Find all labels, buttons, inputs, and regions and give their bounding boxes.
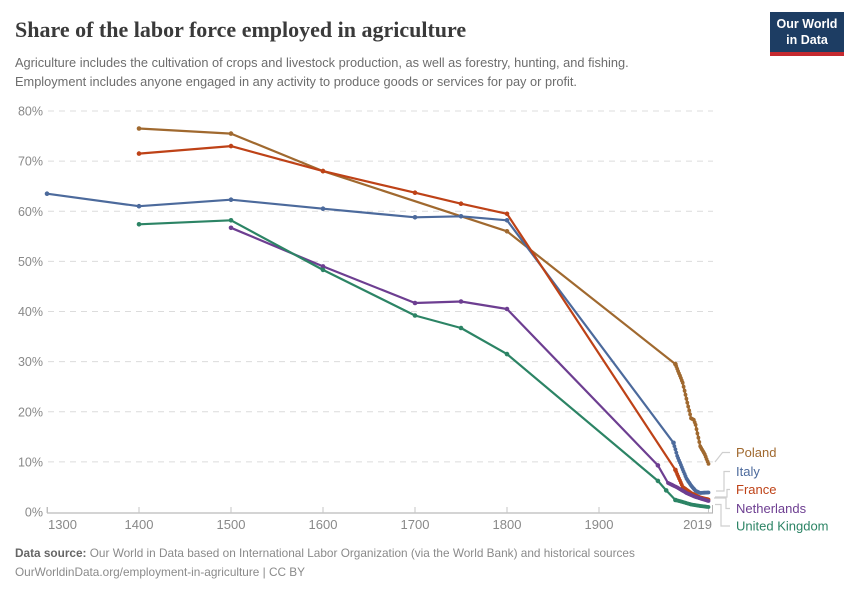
data-point-poland — [694, 427, 699, 431]
data-point-italy — [706, 490, 711, 495]
series-label-poland[interactable]: Poland — [736, 445, 776, 460]
data-point-france — [136, 151, 142, 156]
data-point-italy — [672, 444, 677, 448]
data-point-italy — [44, 191, 50, 196]
logo-accent-bar — [770, 52, 844, 57]
x-tick-label: 1500 — [217, 517, 246, 532]
data-point-poland — [684, 396, 689, 401]
series-label-united-kingdom[interactable]: United Kingdom — [736, 519, 829, 534]
data-point-netherlands — [228, 225, 234, 231]
data-point-poland — [680, 380, 685, 385]
data-point-poland — [686, 404, 691, 409]
data-point-italy — [320, 206, 326, 211]
chart-subtitle-line1: Agriculture includes the cultivation of … — [15, 55, 629, 70]
data-point-poland — [682, 388, 687, 393]
data-point-poland — [697, 440, 702, 444]
x-tick-label: 1800 — [493, 517, 522, 532]
x-tick-label: 1400 — [125, 517, 154, 532]
logo-line2: in Data — [786, 32, 828, 47]
logo-line1: Our World — [776, 17, 838, 31]
page-title: Share of the labor force employed in agr… — [15, 17, 467, 42]
data-point-poland — [693, 422, 698, 427]
data-point-netherlands — [458, 299, 464, 304]
data-point-france — [228, 143, 234, 149]
data-point-poland — [685, 400, 690, 405]
x-tick-label: 1300 — [48, 517, 77, 532]
chart-subtitle-line2: Employment includes anyone engaged in an… — [15, 74, 577, 89]
data-point-poland — [681, 384, 686, 389]
data-point-italy — [228, 197, 234, 202]
x-tick-label: 1600 — [309, 517, 338, 532]
series-line-poland[interactable] — [137, 127, 710, 465]
series-line-united-kingdom[interactable] — [137, 219, 710, 509]
data-source-text: Our World in Data based on International… — [86, 546, 635, 560]
y-tick-label: 10% — [18, 455, 43, 469]
x-tick-label: 1700 — [401, 517, 430, 532]
data-point-france — [412, 190, 418, 195]
y-tick-label: 40% — [18, 305, 43, 319]
data-point-united-kingdom — [655, 478, 661, 484]
data-point-france — [458, 201, 464, 206]
y-tick-label: 80% — [18, 105, 43, 119]
data-point-poland — [136, 126, 142, 131]
data-point-poland — [695, 431, 700, 436]
data-point-netherlands — [412, 300, 418, 306]
data-point-netherlands — [504, 306, 510, 312]
series-label-netherlands[interactable]: Netherlands — [736, 501, 807, 516]
y-tick-label: 50% — [18, 255, 43, 269]
data-point-united-kingdom — [412, 313, 418, 318]
data-point-poland — [706, 462, 711, 466]
y-tick-label: 70% — [18, 155, 43, 169]
data-point-france — [320, 168, 326, 174]
x-tick-label: 1900 — [585, 517, 614, 532]
data-point-poland — [504, 229, 510, 234]
data-point-poland — [228, 131, 234, 136]
data-point-italy — [673, 447, 678, 452]
footer-link-line[interactable]: OurWorldinData.org/employment-in-agricul… — [15, 565, 306, 579]
data-source-label: Data source: — [15, 546, 87, 560]
data-point-france — [504, 211, 510, 217]
data-point-united-kingdom — [458, 325, 464, 331]
data-point-italy — [136, 203, 142, 209]
x-tick-label: 2019 — [683, 517, 712, 532]
label-connector-france — [715, 488, 730, 498]
y-tick-label: 30% — [18, 355, 43, 369]
data-point-united-kingdom — [228, 218, 234, 223]
y-tick-label: 60% — [18, 205, 43, 219]
data-point-poland — [688, 412, 692, 417]
label-connector-poland — [714, 451, 730, 463]
series-label-italy[interactable]: Italy — [736, 464, 760, 479]
y-tick-label: 20% — [18, 405, 43, 419]
label-connector-netherlands — [714, 497, 730, 510]
data-point-italy — [412, 215, 418, 220]
label-connector-italy — [716, 470, 730, 492]
label-connector-united-kingdom — [715, 503, 730, 527]
data-point-netherlands — [320, 264, 326, 269]
data-point-netherlands — [655, 463, 661, 468]
data-point-netherlands — [706, 499, 711, 503]
owid-logo[interactable]: Our World in Data — [770, 12, 844, 57]
data-point-italy — [671, 440, 676, 446]
data-point-united-kingdom — [504, 351, 510, 357]
series-line-italy[interactable] — [45, 192, 710, 495]
data-point-poland — [687, 408, 692, 413]
series-label-france[interactable]: France — [736, 482, 776, 497]
data-point-italy — [458, 214, 464, 219]
data-point-united-kingdom — [136, 222, 142, 227]
data-point-poland — [696, 435, 701, 440]
data-point-italy — [504, 218, 510, 223]
data-point-united-kingdom — [320, 267, 326, 273]
y-tick-label: 0% — [25, 506, 43, 520]
series-line-netherlands[interactable] — [229, 226, 710, 503]
data-source-line: Data source: Our World in Data based on … — [15, 546, 635, 560]
data-point-italy — [674, 450, 679, 455]
data-point-united-kingdom — [663, 488, 669, 493]
data-point-united-kingdom — [706, 505, 711, 509]
data-point-poland — [683, 392, 688, 397]
